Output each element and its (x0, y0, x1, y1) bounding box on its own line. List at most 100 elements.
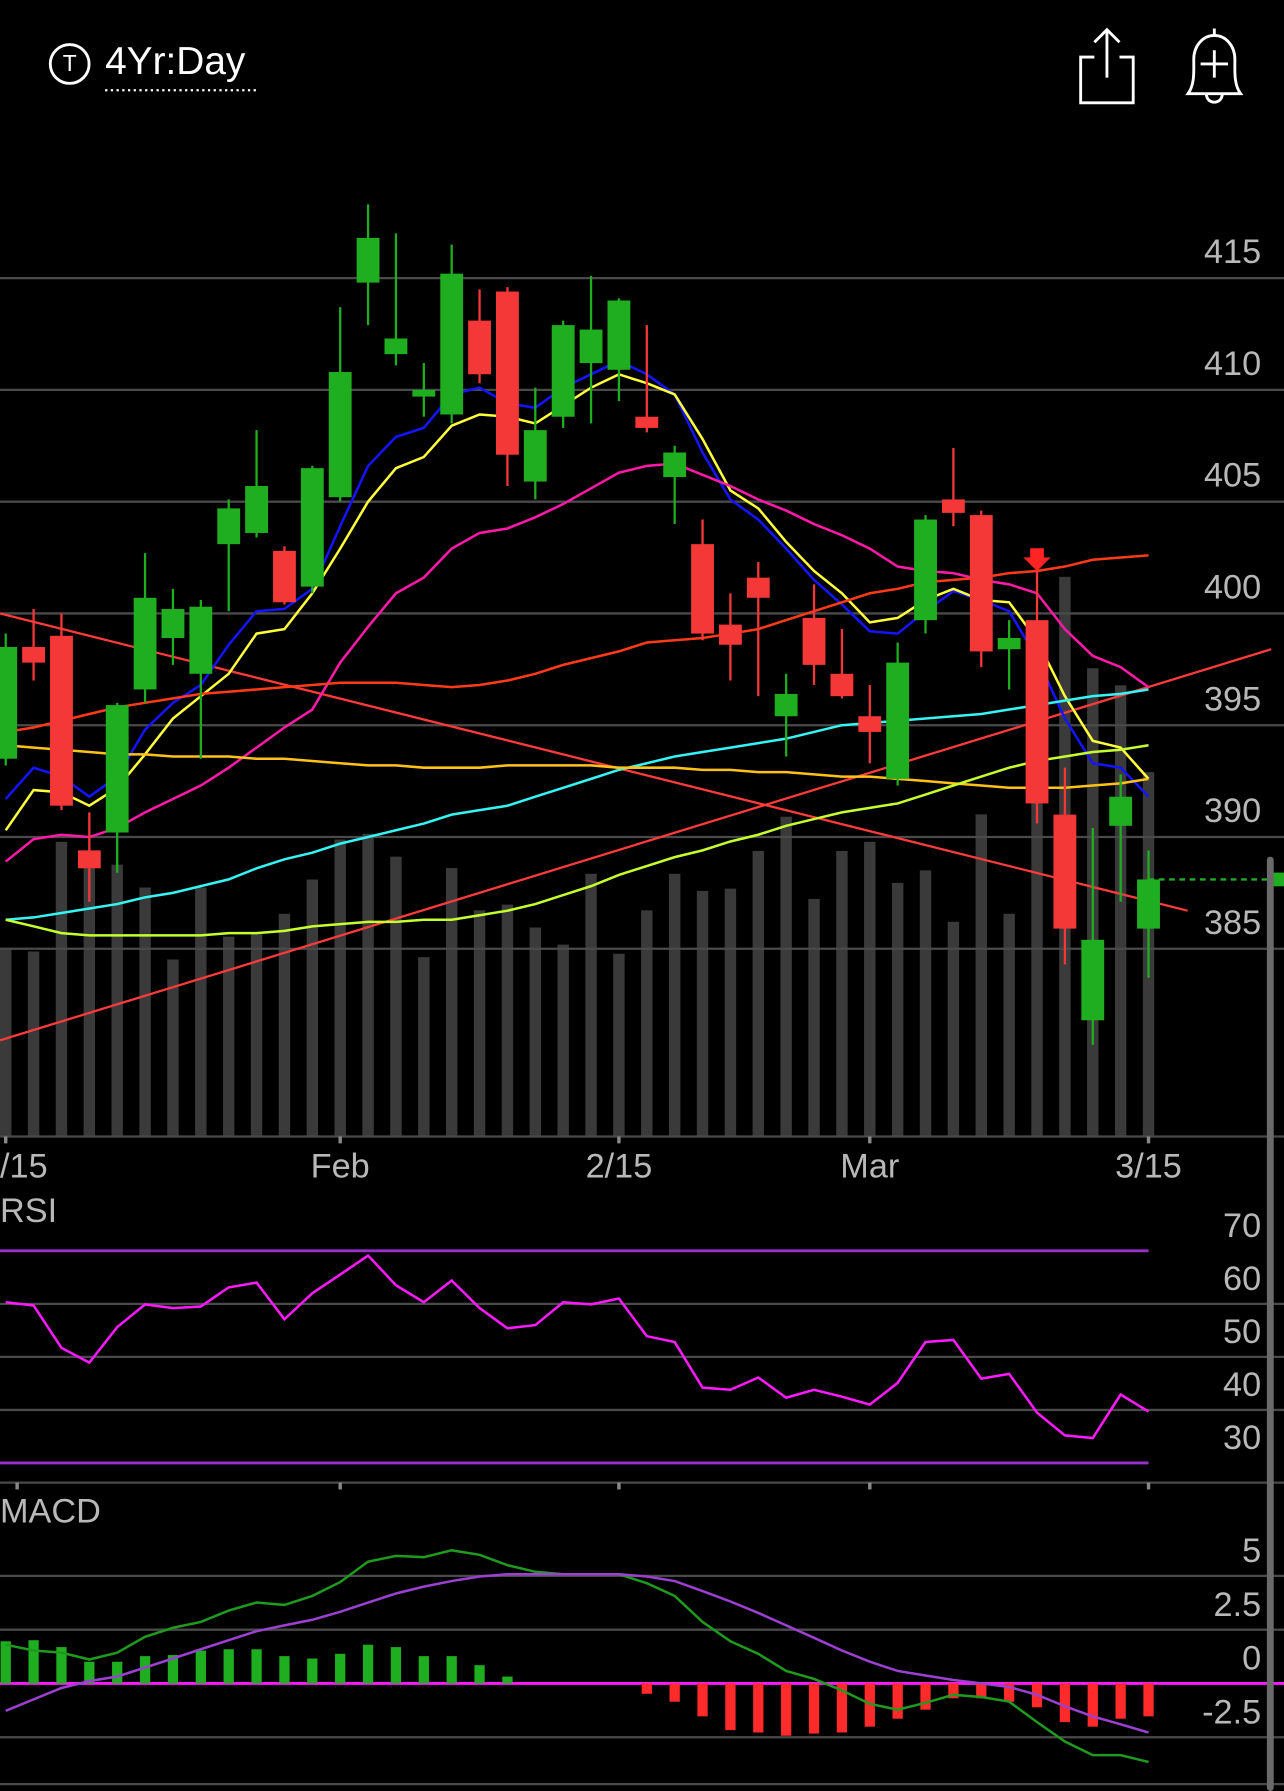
y-tick-label: 410 (1204, 345, 1261, 383)
volume-bar (1114, 685, 1127, 1137)
volume-bar (668, 873, 681, 1137)
volume-bar (390, 856, 402, 1137)
alert-button[interactable] (1185, 28, 1244, 104)
macd-histogram-bar (1087, 1683, 1098, 1727)
volume-bar (780, 816, 792, 1137)
candle-body (245, 486, 268, 533)
candle-body (273, 550, 296, 603)
candle-body (774, 693, 798, 717)
candle-body (384, 338, 408, 355)
bell-plus (1200, 50, 1229, 78)
volume-bar (529, 927, 542, 1137)
candle-body (440, 273, 464, 415)
signal-line (5, 1572, 1149, 1734)
volume-bar (306, 879, 319, 1137)
symbol-letter: T (63, 50, 77, 76)
moving-average (4, 359, 1150, 800)
volume-bar (250, 934, 263, 1137)
candle-body (914, 519, 937, 621)
candle-body (328, 372, 352, 498)
macd-histogram-bar (251, 1649, 262, 1684)
volume-bar (696, 890, 709, 1137)
volume-bar (641, 910, 653, 1137)
candle-body (886, 662, 910, 779)
y-tick-label: 400 (1204, 569, 1261, 607)
candle-body (691, 544, 714, 634)
macd-histogram-bar (920, 1683, 931, 1710)
candle-body (1109, 796, 1133, 826)
symbol-icon (48, 43, 91, 85)
candle-body (997, 638, 1021, 650)
moving-average (4, 372, 1150, 831)
volume-bar (501, 904, 514, 1137)
candle-body (969, 515, 993, 652)
y-tick-label: 2.5 (1214, 1586, 1262, 1624)
volume-bar (473, 910, 486, 1137)
scrollbar[interactable] (1266, 856, 1274, 1791)
y-tick-label: 395 (1204, 680, 1261, 718)
x-tick-label: 3/15 (1115, 1148, 1182, 1186)
y-tick-label: 70 (1223, 1207, 1261, 1245)
volume-bar (975, 814, 987, 1137)
period-label: 4Yr:Day (105, 40, 246, 83)
macd-histogram-bar (390, 1647, 402, 1684)
volume-bar (222, 936, 235, 1137)
y-tick-label: 405 (1204, 457, 1261, 495)
macd-histogram-bar (307, 1658, 318, 1684)
macd-histogram-bar (474, 1665, 485, 1684)
macd-histogram-bar (948, 1683, 959, 1699)
volume-bar (919, 870, 932, 1137)
volume-bar (278, 913, 291, 1137)
macd-histogram-bar (446, 1656, 457, 1684)
macd-histogram-bar (892, 1683, 903, 1719)
candle-body (105, 705, 129, 833)
volume-bar (752, 850, 765, 1137)
macd-histogram-bar (725, 1683, 736, 1731)
candle-body (189, 606, 213, 674)
macd-histogram-bar (112, 1661, 123, 1684)
volume-bar (808, 898, 820, 1137)
candle-body (551, 325, 575, 417)
candle-body (356, 237, 380, 283)
y-tick-label: 5 (1242, 1532, 1261, 1570)
candle-body (50, 635, 73, 806)
volume-bar (334, 839, 346, 1137)
symbol-button[interactable]: T (48, 43, 91, 85)
volume-bar (167, 959, 179, 1137)
macd-histogram-bar (1115, 1683, 1126, 1719)
macd-histogram-bar (641, 1683, 652, 1694)
rsi-line (5, 1253, 1150, 1440)
macd-histogram-bar (335, 1653, 346, 1684)
macd-histogram-bar (669, 1683, 680, 1702)
candle-body (579, 329, 603, 364)
candle-body (607, 300, 631, 370)
candle-body (0, 646, 18, 759)
candle-body (858, 716, 882, 732)
macd-histogram-bar (56, 1647, 67, 1684)
macd-histogram-bar (0, 1641, 11, 1684)
volume-bar (195, 887, 207, 1137)
macd-histogram-bar (139, 1656, 151, 1684)
macd-histogram-bar (502, 1676, 513, 1684)
volume-bar (613, 953, 625, 1137)
last-price-tag (1272, 872, 1284, 887)
macd-histogram-bar (195, 1650, 206, 1684)
macd-histogram-bar (697, 1683, 708, 1717)
macd-histogram-bar (1059, 1683, 1071, 1723)
macd-histogram-bar (223, 1649, 234, 1684)
volume-bar (724, 888, 737, 1137)
y-tick-label: 40 (1223, 1366, 1261, 1404)
macd-histogram-bar (418, 1656, 429, 1684)
volume-bar (891, 882, 904, 1137)
period-selector[interactable]: 4Yr:Day (105, 40, 258, 92)
share-button[interactable] (1079, 27, 1135, 105)
moving-average (5, 688, 1149, 921)
moving-average (5, 554, 1149, 734)
macd-histogram-bar (808, 1683, 820, 1734)
volume-bar (1031, 799, 1043, 1137)
volume-bar (445, 868, 458, 1137)
y-tick-label: -2.5 (1202, 1693, 1261, 1731)
macd-histogram-bar (781, 1683, 792, 1736)
